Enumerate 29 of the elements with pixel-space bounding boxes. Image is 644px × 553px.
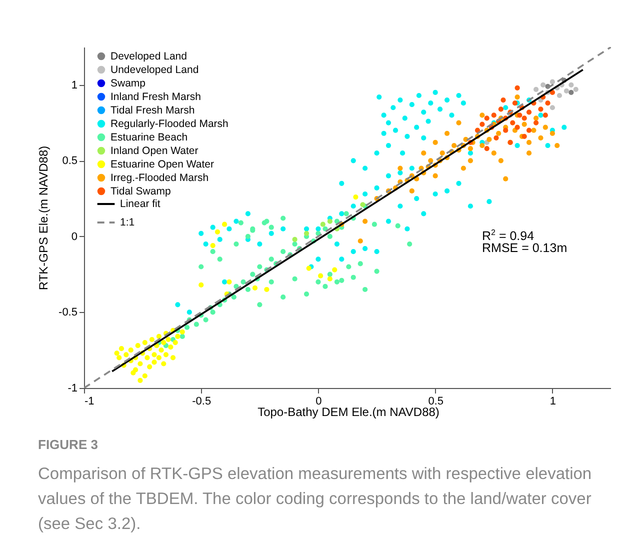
legend-label: Developed Land [110, 50, 188, 62]
x-tick-label: 0.5 [428, 396, 444, 408]
legend-label: 1:1 [120, 216, 135, 228]
y-tick-label: 0.5 [62, 155, 78, 168]
legend-label: Tidal Swamp [110, 185, 171, 198]
annotation: RMSE = 0.13m [482, 241, 568, 256]
annotation: R$^{2}$ = 0.94 [482, 227, 534, 244]
legend-label: Estuarine Open Water [110, 158, 214, 170]
legend-label: Swamp [110, 77, 146, 90]
y-tick-label: -0.5 [58, 306, 78, 319]
legend-label: Inland Open Water [110, 144, 199, 157]
y-tick-label: -1 [68, 382, 78, 394]
legend-label: Undeveloped Land [110, 64, 199, 76]
x-tick-label: 0 [316, 396, 322, 408]
legend-label: Inland Fresh Marsh [110, 90, 202, 103]
legend-label: Tidal Fresh Marsh [110, 104, 195, 116]
y-tick-label: 1 [71, 79, 78, 92]
x-tick-label: -1 [84, 396, 94, 408]
legend-label: Estuarine Beach [110, 131, 188, 144]
x-tick-label: -0.5 [192, 396, 212, 408]
x-tick-label: 1 [550, 396, 556, 408]
legend-label: Regularly-Flooded Marsh [110, 118, 229, 130]
x-axis-title: Topo-Bathy DEM Ele.(m NAVD88) [258, 405, 440, 419]
legend-label: Irreg.-Flooded Marsh [110, 172, 209, 184]
y-axis-title: RTK-GPS Ele.(m NAVD88) [36, 146, 51, 290]
caption: FIGURE 3 [38, 437, 98, 452]
text: Comparison of RTK-GPS elevation measurements with respective elevation values of the TBDEM. The color coding corresponds to the land/water cover (see Sec 3.2). [38, 464, 593, 535]
y-tick-label: 0 [71, 230, 78, 243]
legend-label: Linear fit [120, 198, 160, 210]
